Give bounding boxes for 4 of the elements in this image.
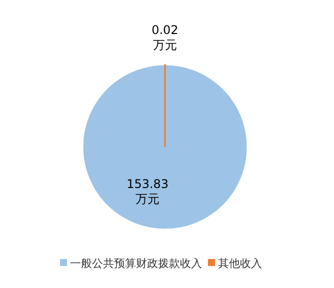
legend-label: 其他收入 [218, 257, 262, 270]
legend-label: 一般公共预算财政拨款收入 [70, 257, 202, 270]
data-label: 0.02 万元 [152, 23, 178, 52]
data-label: 153.83 万元 [126, 176, 169, 206]
